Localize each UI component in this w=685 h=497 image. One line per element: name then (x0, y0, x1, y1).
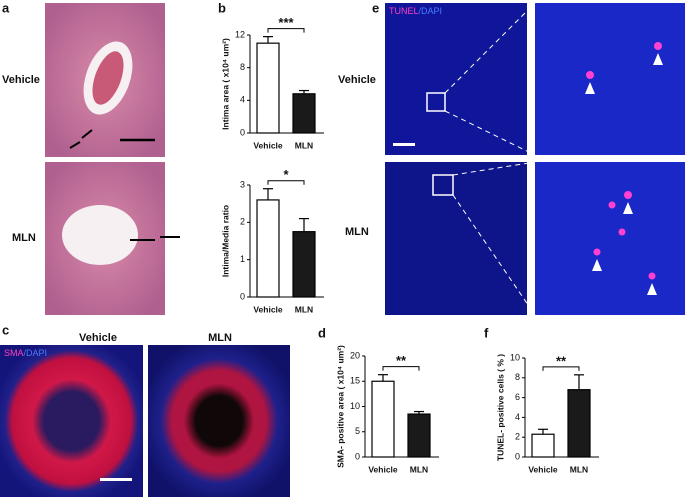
panel-label: a (2, 0, 10, 15)
y-axis-label: TUNEL- positive cells ( % ) (495, 354, 505, 461)
tunel-images (385, 2, 685, 316)
panel-label: b (218, 0, 226, 15)
bar (407, 413, 431, 458)
stain-marker: SMA (4, 348, 24, 358)
bar (292, 231, 316, 298)
significance: ** (396, 353, 407, 368)
x-tick-label: Vehicle (253, 140, 283, 150)
significance-bracket (267, 28, 305, 33)
row-label: Vehicle (2, 74, 40, 86)
column-label: Vehicle (79, 332, 117, 344)
y-tick-label: 1 (240, 254, 245, 264)
panel-label: c (2, 322, 9, 337)
row-label: MLN (12, 232, 36, 244)
stain-marker: TUNEL (389, 6, 419, 16)
significance-bracket (267, 180, 305, 185)
significance-bracket (542, 366, 580, 371)
bar (531, 433, 555, 458)
stain-dapi: /DAPI (419, 6, 443, 16)
x-tick-label: Vehicle (368, 464, 398, 474)
y-tick-label: 4 (240, 95, 245, 105)
bar (256, 199, 280, 298)
y-tick-label: 2 (240, 217, 245, 227)
panel-label: d (318, 325, 326, 340)
significance: * (283, 167, 289, 182)
sma-images (0, 345, 290, 497)
row-label: Vehicle (338, 74, 376, 86)
x-tick-label: MLN (570, 464, 588, 474)
y-tick-label: 15 (350, 376, 360, 386)
y-tick-label: 4 (515, 412, 520, 422)
y-tick-label: 0 (240, 291, 245, 301)
bar (292, 93, 316, 134)
stain-dapi: /DAPI (24, 348, 48, 358)
labels: a b c d e f Vehicle MLN Vehicle MLN SMA/… (2, 0, 489, 358)
column-label: MLN (208, 332, 232, 344)
bar (256, 42, 280, 134)
significance: *** (278, 15, 294, 30)
y-tick-label: 8 (515, 372, 520, 382)
y-tick-label: 0 (515, 451, 520, 461)
stain-label: SMA/DAPI (4, 348, 47, 358)
significance-bracket (382, 366, 420, 371)
y-axis-label: SMA- positive area ( x10⁴ um²) (335, 345, 345, 468)
significance: ** (556, 353, 567, 368)
x-tick-label: MLN (295, 304, 313, 314)
y-tick-label: 8 (240, 62, 245, 72)
y-axis-label: Intima area ( x10⁴ um²) (220, 38, 230, 130)
panel-label: e (372, 0, 379, 15)
stain-label: TUNEL/DAPI (389, 6, 442, 16)
y-tick-label: 6 (515, 392, 520, 402)
y-tick-label: 3 (240, 179, 245, 189)
y-tick-label: 10 (510, 352, 520, 362)
y-tick-label: 20 (350, 350, 360, 360)
y-tick-label: 0 (355, 451, 360, 461)
y-tick-label: 10 (350, 401, 360, 411)
y-tick-label: 0 (240, 127, 245, 137)
he-images (45, 3, 180, 315)
y-tick-label: 12 (235, 29, 245, 39)
x-tick-label: Vehicle (528, 464, 558, 474)
row-label: MLN (345, 226, 369, 238)
x-tick-label: MLN (295, 140, 313, 150)
y-axis-label: Intima/Media ratio (220, 205, 230, 277)
bar (567, 389, 591, 458)
x-tick-label: Vehicle (253, 304, 283, 314)
y-tick-label: 2 (515, 432, 520, 442)
x-tick-label: MLN (410, 464, 428, 474)
bar (371, 380, 395, 458)
panel-label: f (484, 325, 489, 340)
y-tick-label: 5 (355, 426, 360, 436)
